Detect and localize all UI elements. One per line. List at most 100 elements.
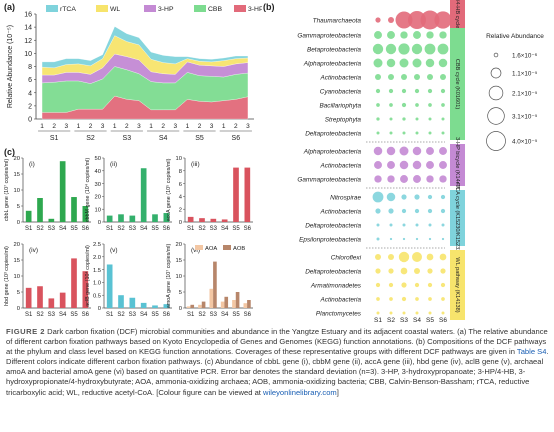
row-label: Deltaproteobacteria — [305, 131, 361, 138]
x-tick-label: S1 — [187, 226, 195, 232]
x-tick-label: S2 — [36, 312, 44, 318]
y-tick-label: 10 — [176, 156, 182, 162]
y-tick-label: 0 — [179, 220, 182, 226]
y-tick-label: 0 — [28, 117, 32, 124]
bubble — [387, 175, 395, 183]
group-label-S5: S5 — [195, 135, 204, 142]
x-tick-label: S3 — [48, 226, 56, 232]
y-tick-label: 10 — [24, 51, 32, 58]
group-label-S6: S6 — [232, 135, 241, 142]
bubble — [402, 131, 406, 135]
x-tick-label: S4 — [221, 312, 229, 318]
x-tick-label: 2 — [52, 123, 56, 130]
bubble — [388, 74, 394, 80]
bar — [37, 198, 43, 222]
y-tick-label: 50 — [95, 156, 101, 162]
panel-sub-label: (iv) — [29, 247, 38, 254]
y-tick-label: 2 — [28, 103, 32, 110]
bubble — [415, 311, 419, 315]
bubble — [389, 131, 393, 135]
row-label: Epsilonproteobacteria — [299, 237, 361, 244]
bar — [152, 305, 158, 308]
x-tick-label: 3 — [137, 123, 141, 130]
bubble — [388, 282, 394, 288]
bar — [59, 292, 66, 308]
figure-caption: FIGURE 2 Dark carbon fixation (DCF) micr… — [6, 327, 552, 398]
x-tick-label: S5 — [70, 312, 78, 318]
bar — [210, 218, 217, 222]
bar — [71, 258, 77, 308]
bubble — [372, 43, 384, 55]
legend-label-WL: WL — [110, 6, 120, 13]
bubble — [427, 74, 433, 80]
bar — [48, 218, 55, 222]
row-label: Armatimonadetes — [310, 283, 362, 290]
y-tick-label: 8 — [28, 64, 32, 71]
y-tick-label: 5 — [17, 290, 20, 296]
bubble — [414, 74, 420, 80]
bubble — [428, 297, 432, 301]
x-tick-label: 2 — [234, 123, 238, 130]
row-label: Actinobacteria — [320, 163, 362, 170]
bubble — [440, 74, 446, 80]
table-s4-link[interactable]: Table S4 — [516, 347, 547, 357]
bubble — [395, 11, 413, 29]
bubble — [426, 175, 434, 183]
x-tick-label: S6 — [163, 226, 171, 232]
row-label: Gammaproteobacteria — [297, 33, 361, 40]
bubble — [414, 282, 420, 288]
x-tick-label: S2 — [117, 312, 125, 318]
bubble — [441, 297, 445, 301]
bar-AOB — [247, 300, 251, 308]
bubble — [427, 208, 433, 214]
bubble — [376, 117, 380, 121]
caption-figure-label: FIGURE 2 — [6, 327, 46, 336]
bubble — [374, 175, 382, 183]
x-tick-label: 3 — [101, 123, 105, 130]
bar — [118, 214, 124, 222]
panel-sub-label: (vi) — [191, 247, 200, 254]
y-tick-label: 20 — [14, 242, 20, 248]
x-tick-label: 2 — [161, 123, 165, 130]
x-tick-label: S3 — [129, 312, 137, 318]
y-tick-label: 5 — [17, 204, 20, 210]
bubble — [415, 131, 419, 135]
y-axis-title: hbd gene (10³ copies/ml) — [4, 246, 10, 306]
bubble — [427, 88, 433, 94]
bubble — [386, 146, 396, 156]
bubble — [426, 161, 434, 169]
bubble — [388, 208, 394, 214]
bar — [140, 302, 147, 308]
wiley-link[interactable]: wileyonlinelibrary.com — [263, 387, 337, 397]
bubble — [415, 237, 419, 241]
x-tick-label: 3 — [210, 123, 214, 130]
bubble — [427, 194, 433, 200]
bubble — [440, 194, 446, 200]
x-tick-label: S3 — [210, 312, 218, 318]
bubble — [376, 131, 380, 135]
group-label-S4: S4 — [159, 135, 168, 142]
panel-label-c: (c) — [4, 147, 15, 157]
y-tick-label: 2.5 — [93, 242, 101, 248]
bar — [71, 197, 77, 222]
x-label-S5: S5 — [426, 317, 434, 322]
bar — [199, 218, 205, 222]
bar — [152, 214, 158, 222]
x-tick-label: 1 — [40, 123, 44, 130]
row-label: Streptophyta — [325, 117, 362, 124]
x-tick-label: S4 — [221, 226, 229, 232]
y-tick-label: 2 — [179, 207, 182, 213]
bubble — [401, 194, 407, 200]
x-tick-label: S1 — [25, 226, 33, 232]
area-series-rTCA — [41, 26, 249, 68]
y-axis-title: accA gene (10⁵ copies/ml) — [166, 158, 172, 221]
bubble — [414, 194, 420, 200]
y-tick-label: 10 — [14, 188, 20, 194]
bubble — [387, 161, 395, 169]
panel-sub-label: (v) — [110, 247, 118, 254]
bar — [82, 271, 89, 308]
x-tick-label: S1 — [25, 312, 33, 318]
bubble — [376, 297, 380, 301]
bubble — [414, 268, 420, 274]
